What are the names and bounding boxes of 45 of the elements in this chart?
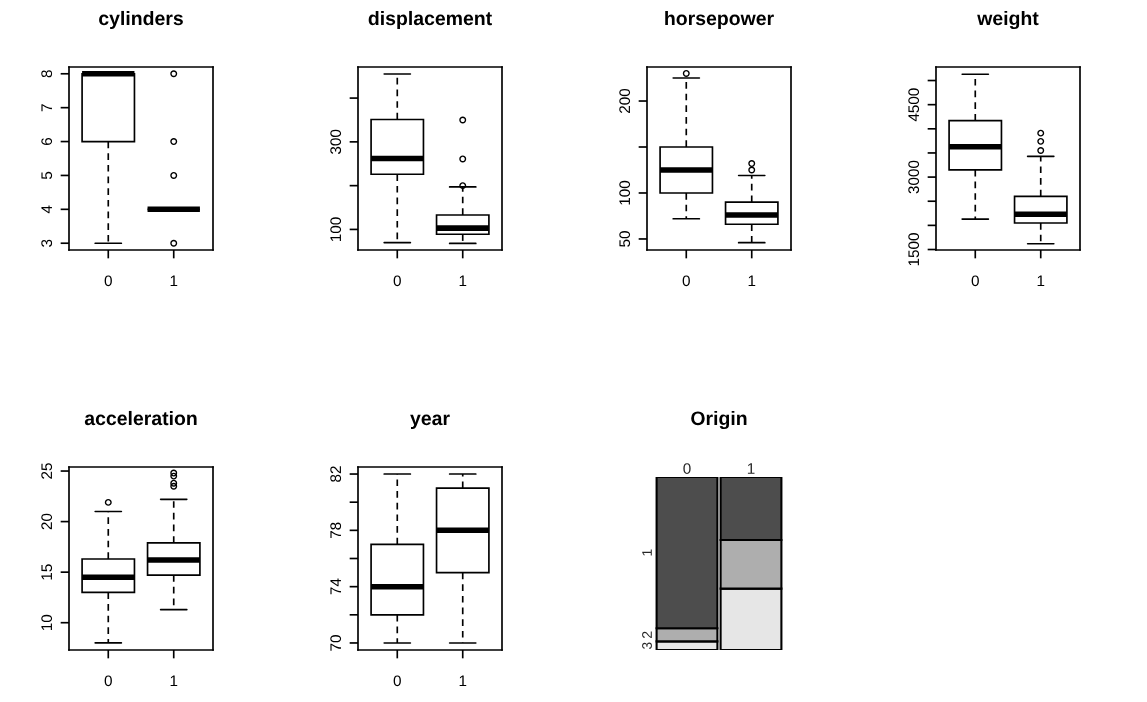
y-tick-label: 4500	[908, 88, 920, 122]
y-tick-label: 10	[41, 614, 53, 631]
y-tick-label: 82	[330, 466, 342, 482]
text: 2	[642, 631, 652, 638]
y-tick-label: 100	[619, 180, 631, 205]
y-tick-label: 200	[619, 88, 631, 113]
x-tick-label: 1	[459, 275, 467, 287]
y-tick-label: 78	[330, 522, 342, 539]
chart-title: cylinders	[99, 10, 183, 30]
x-tick-label: 0	[683, 463, 691, 474]
x-tick-label: 1	[748, 275, 756, 287]
y-tick-label: 3	[41, 239, 53, 247]
y-tick-label: 6	[41, 137, 53, 146]
x-tick-label: 1	[170, 675, 178, 687]
x-tick-label: 0	[393, 275, 401, 287]
y-tick-label: 8	[41, 70, 53, 78]
chart-title: displacement	[368, 10, 492, 30]
y-tick-label: 1500	[908, 233, 920, 266]
y-tick-label: 4	[41, 205, 52, 214]
y-tick-label: 5	[41, 171, 53, 180]
text: 1	[642, 549, 652, 556]
chart-title: Origin	[691, 410, 747, 430]
chart-title: acceleration	[84, 410, 197, 426]
chart-title: horsepower	[665, 10, 774, 30]
y-tick-label: 3000	[908, 160, 920, 194]
y-tick-label: 50	[619, 231, 631, 247]
x-tick-label: 0	[393, 675, 401, 687]
x-tick-label: 1	[459, 675, 467, 687]
y-tick-label: 25	[41, 463, 53, 479]
x-tick-label: 1	[170, 275, 178, 287]
chart-title: year	[410, 414, 450, 430]
y-tick-label: 300	[330, 129, 342, 155]
y-tick-label: 20	[41, 513, 53, 530]
x-tick-label: 1	[1037, 275, 1045, 287]
x-tick-label: 0	[971, 275, 979, 287]
y-tick-label: 15	[41, 564, 53, 580]
x-tick-label: 0	[682, 275, 690, 287]
y-tick-label: 7	[41, 104, 52, 112]
text: 3	[642, 642, 652, 650]
x-tick-label: 0	[104, 275, 112, 287]
y-tick-label: 100	[330, 217, 342, 241]
chart-title: weight	[977, 10, 1039, 30]
x-tick-label: 0	[104, 675, 112, 687]
y-tick-label: 70	[330, 635, 342, 651]
y-tick-label: 74	[330, 578, 341, 595]
